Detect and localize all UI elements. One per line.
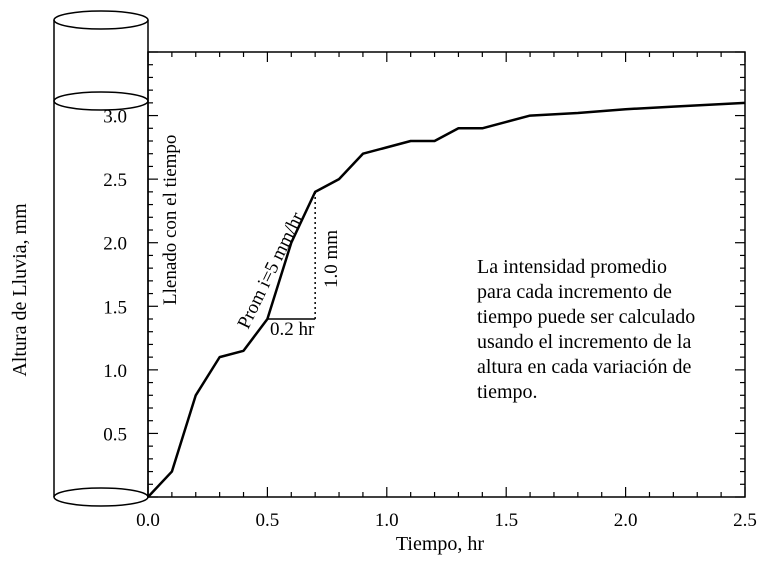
- cylinder-top-ellipse: [53, 10, 149, 30]
- annotation-llenado: Llenado con el tiempo: [160, 135, 181, 305]
- cylinder-water-level-ellipse: [53, 91, 149, 111]
- series-line: [147, 101, 746, 498]
- y-tick-label: 0.5: [103, 424, 127, 445]
- slope-triangle: [267, 191, 316, 320]
- y-axis-title: Altura de Lluvia, mm: [9, 203, 31, 377]
- x-tick-label: 1.5: [494, 510, 518, 531]
- note-text-block: La intensidad promedio para cada increme…: [477, 256, 695, 403]
- note-line: usando el incremento de la: [477, 331, 691, 353]
- annotation-slope: Prom i=5 mm/hr: [234, 208, 309, 332]
- x-tick-label: 0.5: [256, 510, 280, 531]
- note-line: tiempo puede ser calculado: [477, 306, 695, 328]
- y-tick-label: 3.0: [103, 107, 127, 128]
- x-tick-label: 1.0: [375, 510, 399, 531]
- note-line: para cada incremento de: [477, 281, 672, 303]
- x-axis-tick-labels: 0.0 0.5 1.0 1.5 2.0 2.5: [136, 510, 757, 531]
- annotation-dx: 0.2 hr: [270, 319, 315, 340]
- note-line: La intensidad promedio: [477, 256, 667, 278]
- x-tick-label: 0.0: [136, 510, 160, 531]
- x-tick-label: 2.0: [614, 510, 638, 531]
- y-tick-label: 1.5: [103, 297, 127, 318]
- cylinder-bottom-ellipse: [53, 487, 149, 507]
- y-tick-label: 2.0: [103, 234, 127, 255]
- rain-gauge-cylinder: [53, 10, 149, 507]
- note-line: tiempo.: [477, 381, 538, 403]
- x-axis-title: Tiempo, hr: [396, 533, 485, 555]
- x-tick-label: 2.5: [733, 510, 757, 531]
- annotation-dy: 1.0 mm: [321, 230, 342, 288]
- plot-frame: [147, 51, 746, 498]
- note-line: altura en cada variación de: [477, 356, 691, 378]
- y-tick-label: 1.0: [103, 361, 127, 382]
- y-tick-label: 2.5: [103, 170, 127, 191]
- x-axis-ticks: [147, 52, 746, 497]
- y-axis-tick-labels: 0.5 1.0 1.5 2.0 2.5 3.0: [103, 107, 127, 446]
